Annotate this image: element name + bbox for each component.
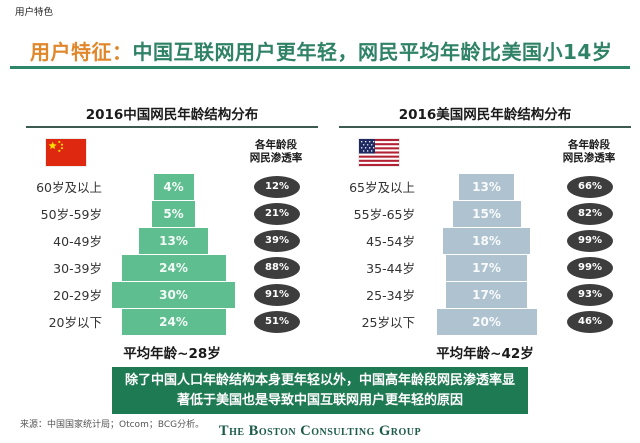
bar-zone: 15%: [419, 200, 554, 227]
penetration-badge: 66%: [567, 175, 613, 198]
share-bar: 30%: [112, 281, 235, 308]
usa-flag-icon: [359, 139, 399, 166]
share-bar: 17%: [446, 281, 527, 308]
title-divider: [10, 66, 630, 69]
bar-zone: 5%: [106, 200, 241, 227]
bar-zone: 17%: [419, 281, 554, 308]
age-label: 55岁-65岁: [353, 207, 415, 222]
bcg-logo: The Boston Consulting Group: [218, 423, 422, 439]
age-label: 30-39岁: [53, 261, 102, 276]
average-age-label: 平均年龄~28岁: [123, 346, 221, 362]
share-bar: 5%: [152, 200, 195, 227]
chart-china-divider: [26, 126, 318, 128]
age-row: 55岁-65岁 15% 82%: [335, 200, 635, 227]
penetration-badge: 39%: [254, 229, 300, 252]
penetration-badge: 91%: [254, 283, 300, 306]
share-bar: 13%: [139, 227, 208, 254]
penetration-badge: 21%: [254, 202, 300, 225]
age-row: 65岁及以上 13% 66%: [335, 173, 635, 200]
share-bar: 15%: [452, 200, 521, 227]
age-row: 25岁以下 20% 46%: [335, 308, 635, 335]
penetration-badge: 93%: [567, 283, 613, 306]
insight-note: 除了中国人口年龄结构本身更年轻以外，中国高年龄段网民渗透率显著低于美国也是导致中…: [112, 367, 528, 414]
age-label: 65岁及以上: [349, 180, 415, 195]
share-bar: 17%: [446, 254, 527, 281]
bar-zone: 30%: [106, 281, 241, 308]
bar-zone: 13%: [419, 173, 554, 200]
age-rows: 60岁及以上 4% 12% 50岁-59岁 5% 21% 40-49岁 13% 39% 30-39…: [22, 173, 322, 335]
penetration-badge: 99%: [567, 229, 613, 252]
chart-usa-divider: [339, 126, 631, 128]
bar-zone: 18%: [419, 227, 554, 254]
chart-china-title: 2016中国网民年龄结构分布: [85, 107, 259, 123]
share-bar: 24%: [121, 254, 226, 281]
age-label: 45-54岁: [366, 234, 415, 249]
age-row: 30-39岁 24% 88%: [22, 254, 322, 281]
china-flag-icon: [46, 139, 86, 166]
share-bar: 20%: [436, 308, 537, 335]
age-row: 60岁及以上 4% 12%: [22, 173, 322, 200]
age-label: 40-49岁: [53, 234, 102, 249]
age-label: 35-44岁: [366, 261, 415, 276]
share-bar: 18%: [443, 227, 530, 254]
bar-zone: 4%: [106, 173, 241, 200]
bar-zone: 24%: [106, 308, 241, 335]
penetration-badge: 51%: [254, 310, 300, 333]
penetration-badge: 12%: [254, 175, 300, 198]
age-row: 20-29岁 30% 91%: [22, 281, 322, 308]
age-row: 25-34岁 17% 93%: [335, 281, 635, 308]
age-label: 20岁以下: [48, 315, 102, 330]
age-row: 45-54岁 18% 99%: [335, 227, 635, 254]
penetration-badge: 46%: [567, 310, 613, 333]
penetration-badge: 88%: [254, 256, 300, 279]
page-title: 用户特征：中国互联网用户更年轻，网民平均年龄比美国小14岁: [30, 36, 612, 65]
bar-zone: 13%: [106, 227, 241, 254]
age-label: 60岁及以上: [36, 180, 102, 195]
age-label: 50岁-59岁: [40, 207, 102, 222]
age-row: 35-44岁 17% 99%: [335, 254, 635, 281]
source-note: 来源：中国国家统计局；Otcom；BCG分析。: [20, 420, 205, 430]
chart-usa: 2016美国网民年龄结构分布 各年龄: [335, 95, 635, 373]
page-title-text: 中国互联网用户更年轻，网民平均年龄比美国小14岁: [132, 40, 613, 64]
age-row: 50岁-59岁 5% 21%: [22, 200, 322, 227]
penetration-header: 各年龄段 网民渗透率: [562, 139, 616, 165]
penetration-badge: 82%: [567, 202, 613, 225]
page-title-lead: 用户特征：: [30, 40, 133, 64]
penetration-badge: 99%: [567, 256, 613, 279]
penetration-header: 各年龄段 网民渗透率: [249, 139, 303, 165]
page-kicker: 用户特色: [15, 7, 54, 18]
average-age-label: 平均年龄~42岁: [436, 346, 534, 362]
age-rows: 65岁及以上 13% 66% 55岁-65岁 15% 82% 45-54岁 18% 99% 35-…: [335, 173, 635, 335]
age-label: 25岁以下: [361, 315, 415, 330]
bar-zone: 24%: [106, 254, 241, 281]
share-bar: 24%: [121, 308, 226, 335]
age-label: 20-29岁: [53, 288, 102, 303]
chart-china: 2016中国网民年龄结构分布 各年龄段 网民渗透率 60岁及以上 4% 12% 50岁…: [22, 95, 322, 373]
share-bar: 4%: [153, 173, 194, 200]
share-bar: 13%: [459, 173, 514, 200]
bar-zone: 20%: [419, 308, 554, 335]
age-label: 25-34岁: [366, 288, 415, 303]
bar-zone: 17%: [419, 254, 554, 281]
age-row: 20岁以下 24% 51%: [22, 308, 322, 335]
chart-usa-title: 2016美国网民年龄结构分布: [398, 107, 572, 123]
age-row: 40-49岁 13% 39%: [22, 227, 322, 254]
